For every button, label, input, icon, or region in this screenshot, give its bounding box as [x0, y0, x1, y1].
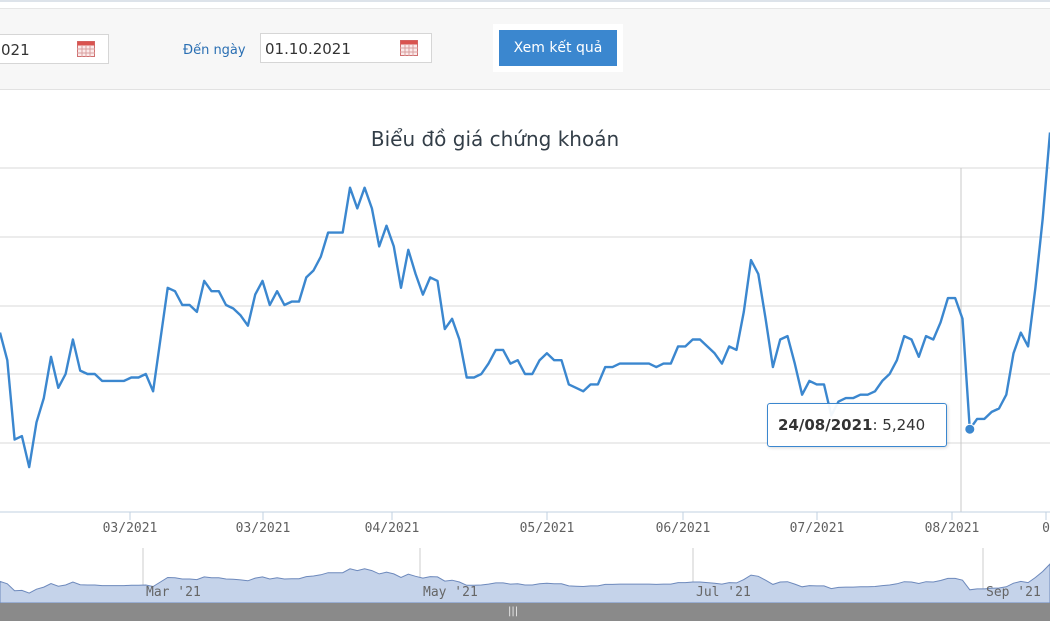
navigator-label: Sep '21	[986, 585, 1041, 600]
hover-point[interactable]	[964, 423, 976, 435]
x-tick-label: 0	[1042, 521, 1050, 536]
x-tick-label: 03/2021	[236, 521, 291, 536]
to-date-label: Đến ngày	[183, 43, 246, 58]
x-tick-label: 05/2021	[520, 521, 575, 536]
navigator-labels: Mar '21 May '21 Jul '21 Sep '21	[146, 585, 1041, 600]
navigator-scrollbar[interactable]: |||	[0, 603, 1050, 621]
from-date-field[interactable]: 021	[0, 34, 109, 64]
tooltip-date: 24/08/2021	[778, 416, 873, 434]
view-results-label: Xem kết quả	[499, 30, 617, 66]
grip-icon[interactable]: |||	[508, 606, 519, 617]
navigator-label: May '21	[423, 585, 478, 600]
calendar-icon[interactable]	[77, 41, 95, 57]
x-axis: 03/2021 03/2021 04/2021 05/2021 06/2021 07/20…	[0, 511, 1050, 536]
view-results-button[interactable]: Xem kết quả	[493, 24, 623, 72]
x-tick-label: 04/2021	[365, 521, 420, 536]
x-tick-label: 06/2021	[656, 521, 711, 536]
navigator[interactable]: Mar '21 May '21 Jul '21 Sep '21	[0, 548, 1050, 604]
calendar-icon[interactable]	[400, 40, 418, 56]
price-series-line[interactable]	[0, 132, 1050, 469]
chart-gridlines	[0, 167, 1050, 444]
tooltip-value: 5,240	[882, 416, 926, 434]
x-tick-label: 08/2021	[925, 521, 980, 536]
navigator-label: Mar '21	[146, 585, 201, 600]
navigator-label: Jul '21	[696, 585, 751, 600]
from-date-value: 021	[1, 41, 30, 59]
x-tick-label: 03/2021	[103, 521, 158, 536]
to-date-value: 01.10.2021	[265, 40, 351, 58]
chart-title: Biểu đồ giá chứng khoán	[370, 127, 620, 151]
to-date-field[interactable]: 01.10.2021	[260, 33, 432, 63]
navigator-area	[0, 563, 1050, 604]
x-tick-label: 07/2021	[790, 521, 845, 536]
data-tooltip: 24/08/2021: 5,240	[767, 403, 947, 447]
top-border	[0, 0, 1050, 2]
